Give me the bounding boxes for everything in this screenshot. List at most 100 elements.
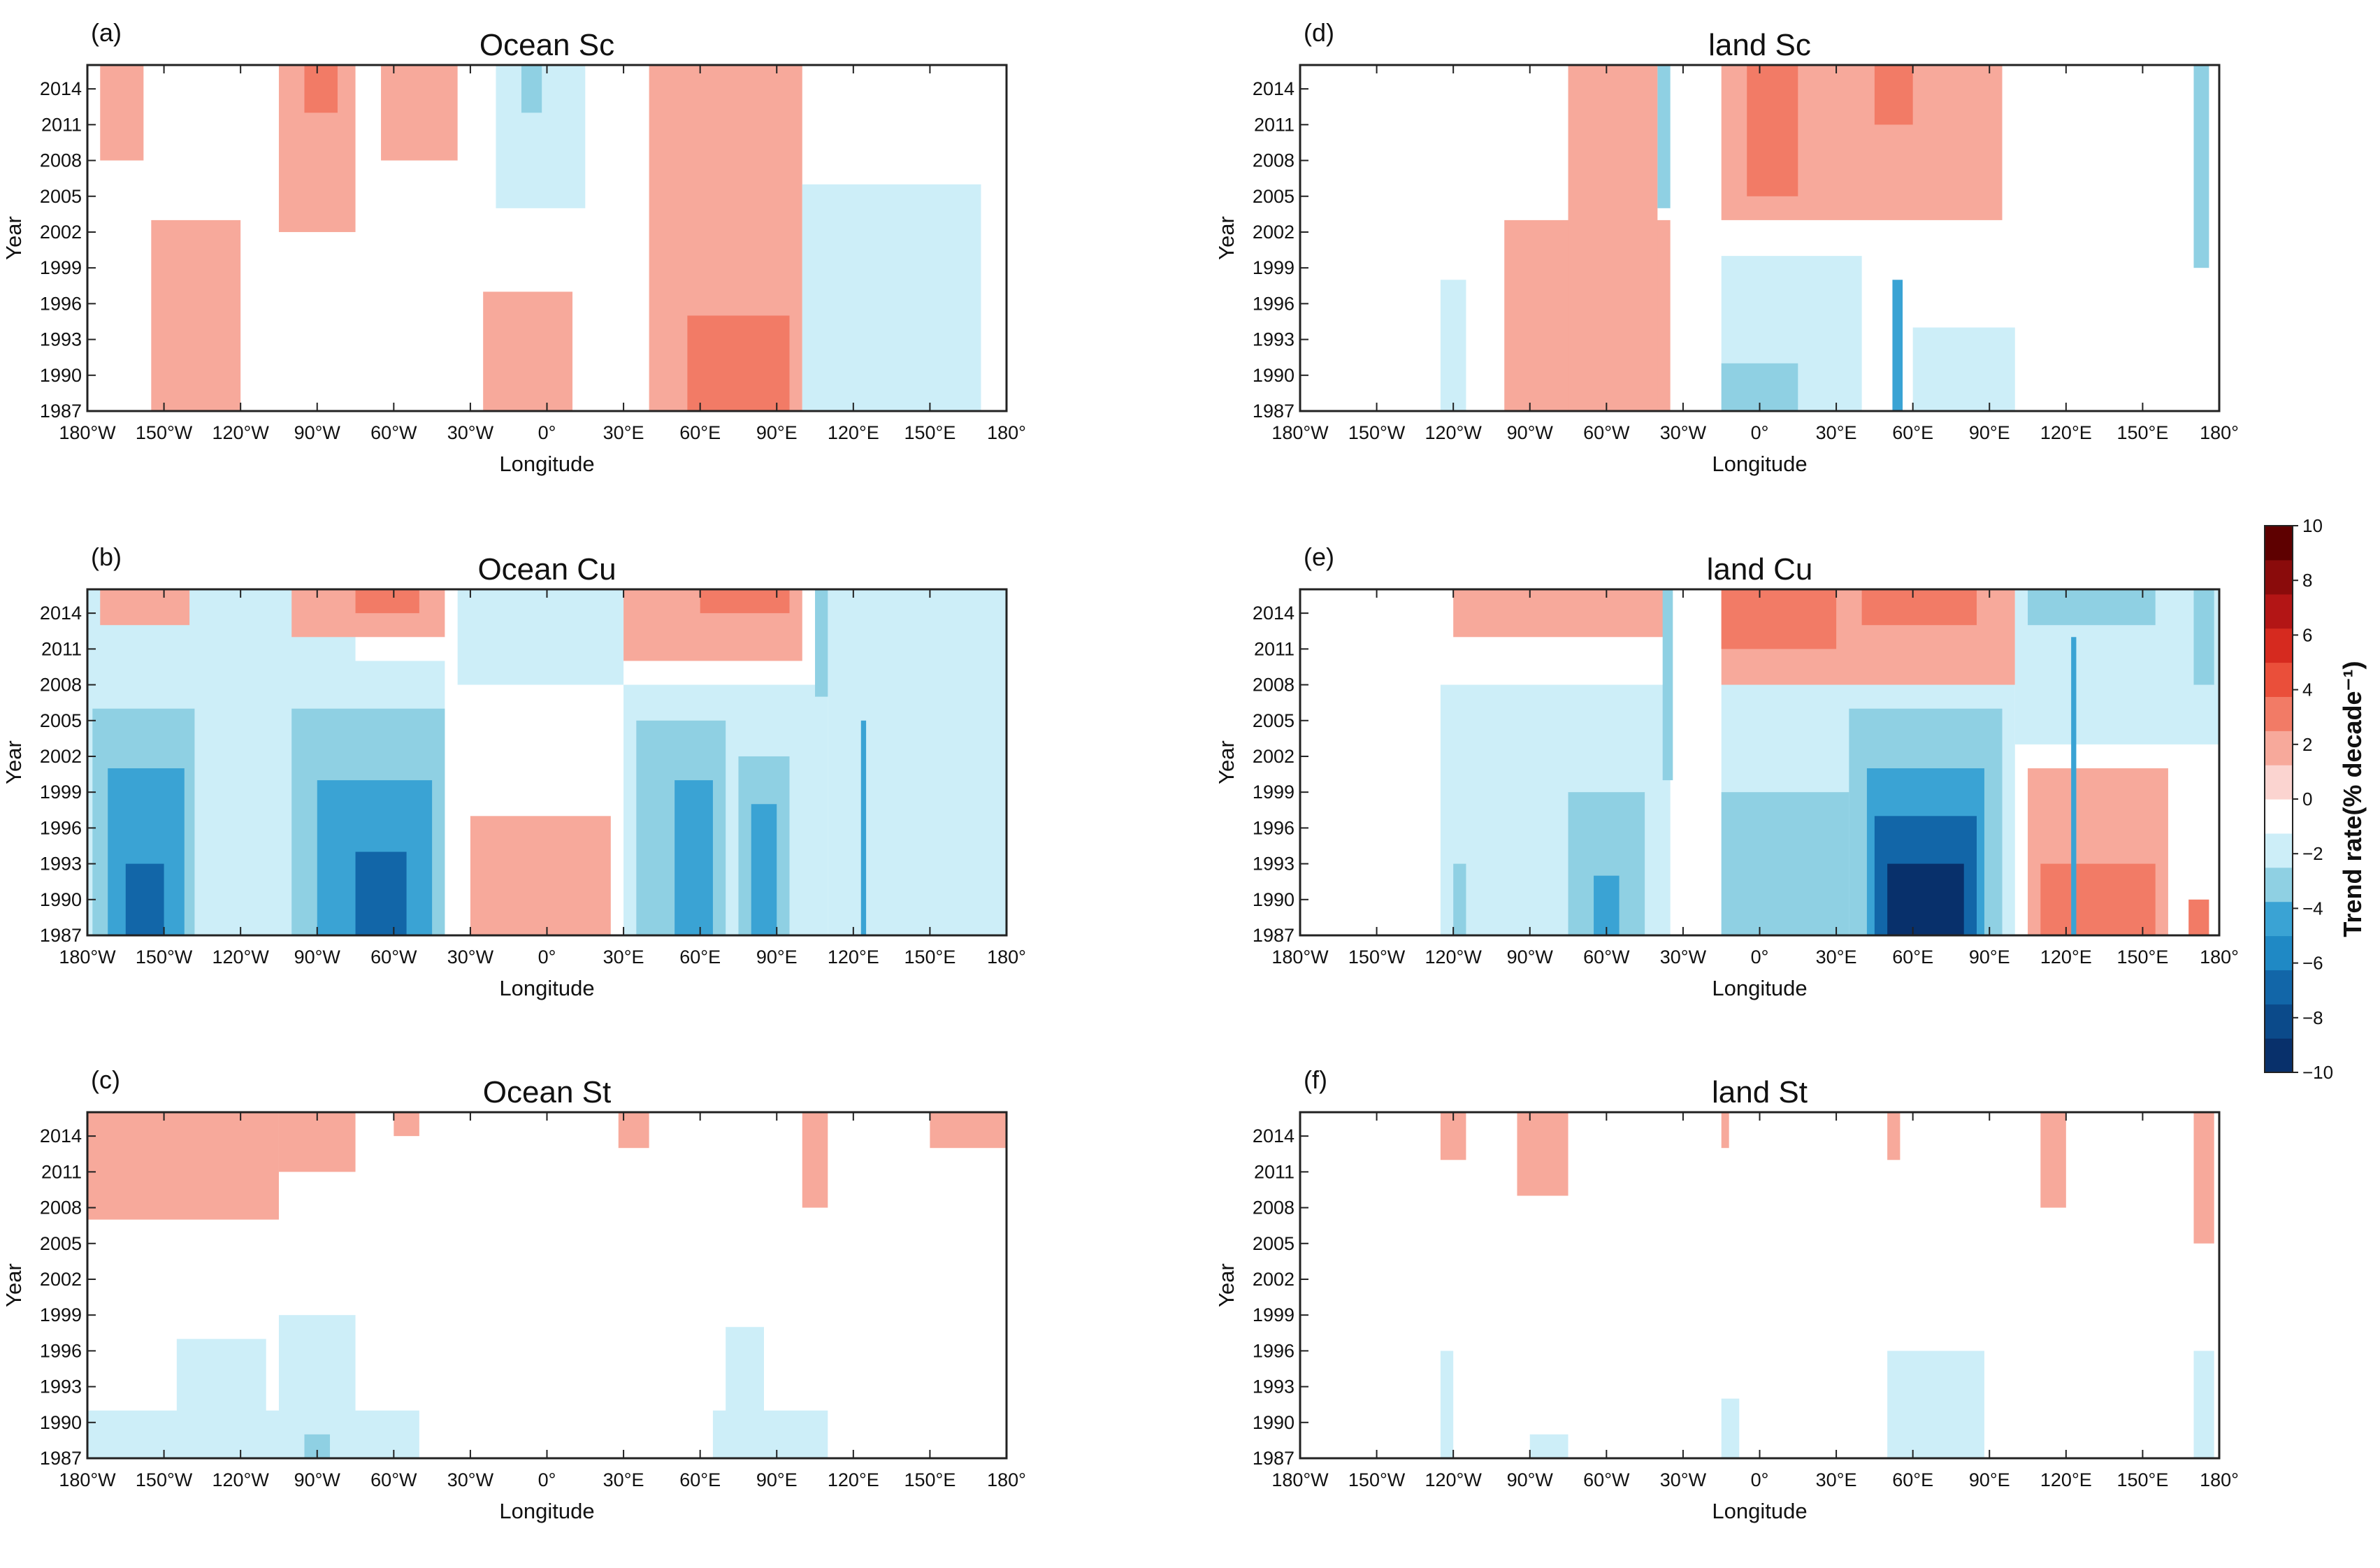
x-tick-label: 90°E <box>756 1469 798 1490</box>
y-tick-label: 2008 <box>1253 150 1294 171</box>
x-tick-label: 180° <box>987 1469 1026 1490</box>
y-tick-label: 1987 <box>40 925 82 946</box>
y-tick-label: 1996 <box>40 817 82 838</box>
y-tick-label: 1993 <box>40 854 82 875</box>
x-axis-label: Longitude <box>1712 1499 1807 1523</box>
heat-cell <box>802 184 981 411</box>
colorbar-tick-label: −6 <box>2302 953 2323 974</box>
heat-cell <box>1517 1112 1568 1196</box>
heat-cell <box>2028 589 2156 626</box>
y-tick-label: 2014 <box>40 78 82 99</box>
x-tick-label: 150°E <box>2116 422 2168 443</box>
y-tick-label: 1993 <box>1253 1376 1294 1397</box>
x-tick-label: 0° <box>1751 1469 1769 1490</box>
x-tick-label: 120°W <box>212 947 269 968</box>
y-tick-label: 2014 <box>1253 1125 1294 1146</box>
colorbar-tick-label: 10 <box>2302 515 2323 536</box>
y-tick-label: 1987 <box>40 401 82 422</box>
heat-cell <box>176 1339 266 1458</box>
x-tick-label: 120°W <box>212 1469 269 1490</box>
x-tick-label: 30°E <box>603 947 644 968</box>
x-tick-label: 120°W <box>1425 422 1482 443</box>
x-tick-label: 180° <box>987 422 1026 443</box>
x-axis-label: Longitude <box>499 976 594 1000</box>
heat-cell <box>457 589 624 685</box>
heat-cell <box>1657 65 1671 208</box>
x-tick-label: 30°E <box>1816 422 1857 443</box>
colorbar-swatch <box>2265 559 2293 595</box>
y-tick-label: 1987 <box>1253 401 1294 422</box>
x-tick-label: 120°W <box>1425 947 1482 968</box>
y-tick-label: 1999 <box>1253 1304 1294 1325</box>
colorbar-swatch <box>2265 935 2293 970</box>
heat-cell <box>1453 863 1466 935</box>
panel-title: Ocean Cu <box>477 552 616 587</box>
y-tick-label: 2005 <box>40 186 82 207</box>
heat-cell <box>2040 863 2156 935</box>
y-tick-label: 1999 <box>40 257 82 278</box>
heat-cell <box>1440 280 1466 411</box>
x-axis-label: Longitude <box>499 452 594 476</box>
heat-cell <box>278 1112 356 1172</box>
colorbar-swatch <box>2265 970 2293 1005</box>
x-tick-label: 180°W <box>1271 947 1329 968</box>
y-tick-label: 2011 <box>1254 638 1294 659</box>
y-tick-label: 1999 <box>1253 782 1294 803</box>
x-tick-label: 30°W <box>447 422 494 443</box>
colorbar-swatch <box>2265 799 2293 834</box>
panel-letter: (a) <box>91 18 122 47</box>
heat-cell <box>2193 1112 2214 1244</box>
x-tick-label: 150°W <box>1348 1469 1406 1490</box>
y-tick-label: 1996 <box>1253 293 1294 314</box>
x-tick-label: 60°W <box>1583 947 1630 968</box>
x-tick-label: 150°W <box>1348 422 1406 443</box>
heat-cell <box>483 292 573 411</box>
x-tick-label: 120°E <box>828 422 879 443</box>
panel-letter: (e) <box>1304 542 1334 571</box>
heat-cell <box>1892 280 1903 411</box>
y-tick-label: 2011 <box>41 638 82 659</box>
x-tick-label: 30°W <box>1660 947 1707 968</box>
x-tick-label: 30°E <box>1816 947 1857 968</box>
x-tick-label: 150°E <box>904 947 955 968</box>
heat-cell <box>2040 1112 2066 1208</box>
x-tick-label: 90°E <box>756 422 798 443</box>
heat-cell <box>304 65 338 113</box>
x-tick-label: 120°E <box>2040 422 2092 443</box>
y-tick-label: 1999 <box>1253 257 1294 278</box>
heat-cell <box>355 851 407 935</box>
y-tick-label: 1987 <box>1253 1448 1294 1469</box>
y-tick-label: 1999 <box>40 782 82 803</box>
x-tick-label: 120°E <box>2040 947 2092 968</box>
colorbar-swatch <box>2265 1038 2293 1073</box>
heat-cell <box>1912 327 2015 411</box>
heat-cell <box>860 720 867 935</box>
y-tick-label: 1993 <box>40 1376 82 1397</box>
heat-cell <box>1887 863 1964 935</box>
colorbar-swatch <box>2265 765 2293 800</box>
y-axis-label: Year <box>1 1263 26 1307</box>
colorbar-tick-label: −10 <box>2302 1062 2333 1083</box>
x-tick-label: 0° <box>1751 947 1769 968</box>
x-tick-label: 150°W <box>1348 947 1406 968</box>
panel-title: land St <box>1712 1075 1808 1109</box>
y-tick-label: 2011 <box>41 1161 82 1182</box>
x-tick-label: 180° <box>2200 947 2239 968</box>
x-tick-label: 90°E <box>1969 947 2010 968</box>
heat-cell <box>1874 65 1913 125</box>
panel-title: land Cu <box>1707 552 1813 587</box>
y-tick-label: 2002 <box>1253 746 1294 767</box>
x-axis-label: Longitude <box>499 1499 594 1523</box>
heat-cell <box>125 863 164 935</box>
y-tick-label: 2014 <box>1253 603 1294 624</box>
x-tick-label: 60°E <box>679 422 721 443</box>
y-tick-label: 2011 <box>1254 114 1294 135</box>
y-tick-label: 2008 <box>1253 1197 1294 1218</box>
x-tick-label: 180°W <box>1271 422 1329 443</box>
heat-cell <box>1662 589 1673 781</box>
heat-cell <box>2071 637 2077 935</box>
y-tick-label: 1987 <box>40 1448 82 1469</box>
heat-cell <box>726 1327 764 1458</box>
heat-cell <box>1453 589 1671 638</box>
heat-cell <box>1594 875 1620 935</box>
